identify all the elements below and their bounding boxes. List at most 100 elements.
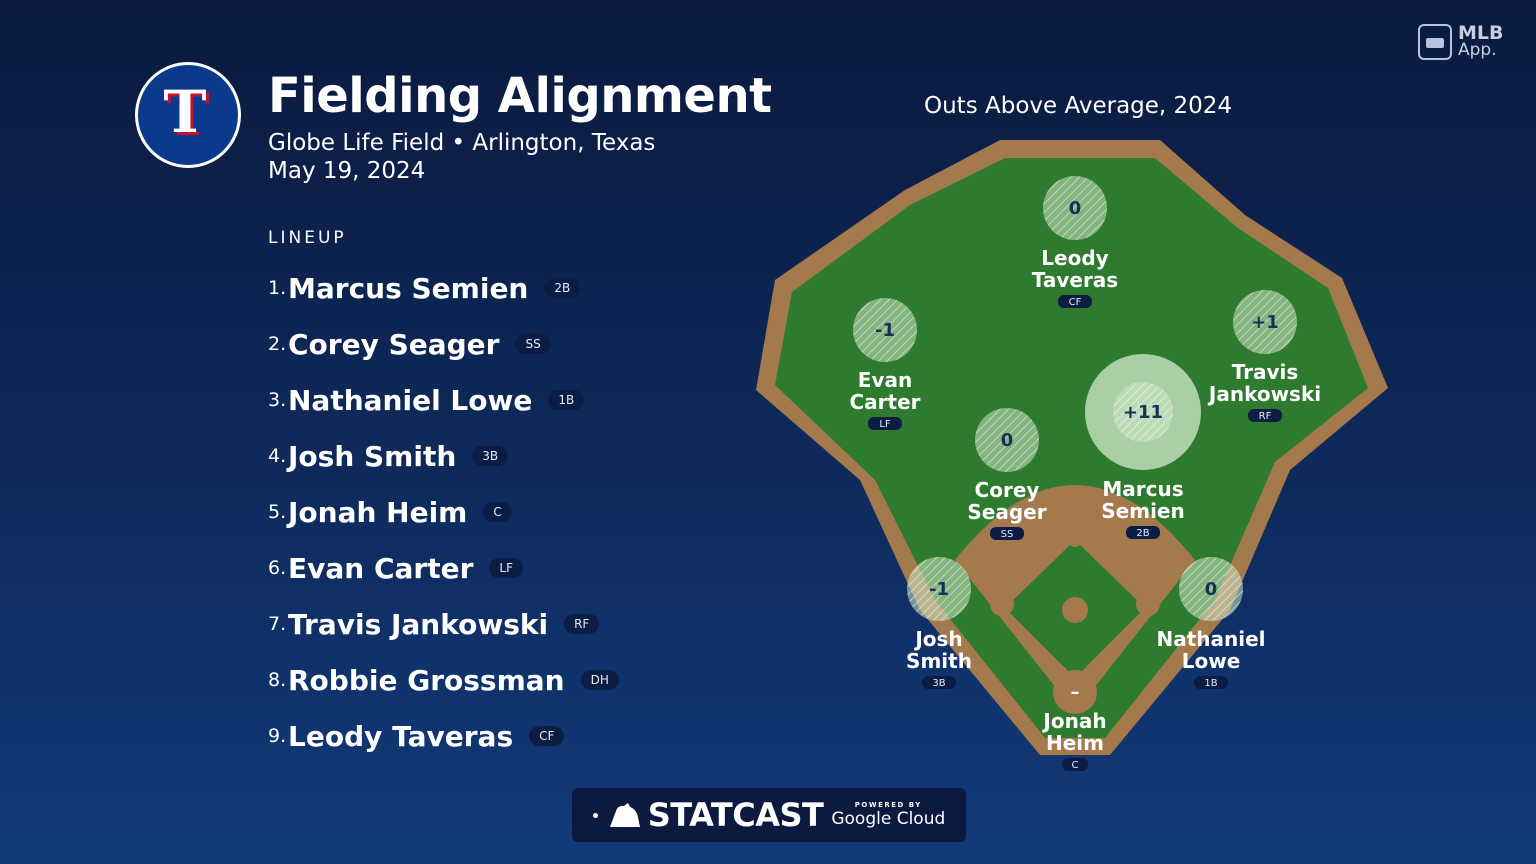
lineup-number: 7. [268, 613, 287, 635]
fielder-position-label: LF [879, 419, 891, 430]
player-name: Nathaniel Lowe [288, 383, 533, 417]
oaa-value: 0 [1205, 579, 1218, 600]
oaa-circle [907, 557, 971, 621]
player-name: Marcus Semien [288, 271, 529, 305]
lineup-item: 9. Leody Taveras CF [268, 708, 619, 764]
player-name: Travis Jankowski [288, 607, 549, 641]
fielder-position-badge [922, 676, 956, 689]
first-base-cutout [1136, 592, 1160, 616]
fielder-last-name: Seager [967, 500, 1046, 524]
player-name: Evan Carter [288, 551, 474, 585]
fielder-first-name: Jonah [1041, 709, 1106, 733]
fielder-first-name: Travis [1232, 360, 1299, 384]
team-logo: T T [135, 62, 241, 168]
fielder-position-label: CF [1069, 297, 1082, 308]
statcast-dot [592, 812, 598, 818]
position-badge: LF [489, 558, 523, 578]
lineup-item: 8. Robbie Grossman DH [268, 652, 619, 708]
fielder-last-name: Jankowski [1207, 382, 1321, 406]
mlb-app-line1: MLB [1458, 22, 1504, 44]
fielder-position-label: SS [1001, 529, 1014, 540]
oaa-circle [853, 298, 917, 362]
fielder-position-badge [1248, 409, 1282, 422]
lineup-number: 9. [268, 725, 287, 747]
mlb-app-logo: MLB App. [1418, 24, 1504, 60]
oaa-value: 0 [1069, 198, 1082, 219]
lineup-number: 3. [268, 389, 287, 411]
fielder-last-name: Carter [849, 390, 920, 414]
position-badge: DH [580, 670, 619, 690]
lineup-item: 5. Jonah Heim C [268, 484, 619, 540]
field-chart-title: Outs Above Average, 2024 [924, 93, 1233, 119]
fielder-position-label: RF [1259, 411, 1272, 422]
fielder-position-badge [1126, 526, 1160, 539]
lineup-item: 6. Evan Carter LF [268, 540, 619, 596]
statcast-banner: STATCAST POWERED BY Google Cloud [572, 788, 966, 842]
fielder-position-badge [1194, 676, 1228, 689]
lineup-number: 1. [268, 277, 287, 299]
lineup-number: 2. [268, 333, 287, 355]
player-name: Leody Taveras [288, 719, 514, 753]
fielder-first-name: Nathaniel [1156, 627, 1265, 651]
google-cloud-label: Google Cloud [831, 809, 946, 829]
oaa-value: – [1071, 682, 1080, 703]
venue-subtitle: Globe Life Field • Arlington, Texas [268, 130, 656, 156]
lineup-item: 4. Josh Smith 3B [268, 428, 619, 484]
third-base-cutout [990, 592, 1014, 616]
second-base [1068, 533, 1082, 547]
lineup-number: 8. [268, 669, 287, 691]
oaa-value: -1 [875, 320, 895, 341]
oaa-value: -1 [929, 579, 949, 600]
mlb-batter-icon [609, 803, 640, 827]
player-name: Josh Smith [288, 439, 457, 473]
position-badge: SS [515, 334, 551, 354]
lineup-item: 2. Corey Seager SS [268, 316, 619, 372]
oaa-value: 0 [1001, 430, 1014, 451]
fielder-first-name: Josh [913, 627, 962, 651]
oaa-circle [1179, 557, 1243, 621]
mlb-app-line2: App. [1458, 40, 1497, 60]
position-badge: 3B [472, 446, 509, 466]
fielder-position-badge [1058, 295, 1092, 308]
oaa-circle [975, 408, 1039, 472]
oaa-inner-circle [1113, 382, 1173, 442]
outfield-grass [775, 158, 1368, 738]
fielder-last-name: Lowe [1182, 649, 1241, 673]
player-name: Corey Seager [288, 327, 500, 361]
fielder-last-name: Heim [1046, 731, 1104, 755]
lineup-number: 6. [268, 557, 287, 579]
player-name: Jonah Heim [288, 495, 468, 529]
lineup-item: 7. Travis Jankowski RF [268, 596, 619, 652]
fielder-position-label: 3B [932, 678, 945, 689]
fielder-first-name: Evan [858, 368, 912, 392]
lineup-heading: LINEUP [268, 228, 347, 248]
player-name: Robbie Grossman [288, 663, 565, 697]
home-plate-area [1053, 670, 1097, 714]
oaa-value: +11 [1123, 402, 1163, 423]
position-badge: RF [564, 614, 600, 634]
lineup-item: 1. Marcus Semien 2B [268, 260, 619, 316]
lineup-item: 3. Nathaniel Lowe 1B [268, 372, 619, 428]
statcast-wordmark: STATCAST [647, 796, 824, 834]
position-badge: CF [529, 726, 565, 746]
baseball-field-diagram: 0 Leody Taveras CF -1 Evan Carter LF +1 Travis Jan… [740, 130, 1400, 790]
oaa-circle [1043, 176, 1107, 240]
fielder-first-name: Marcus [1102, 477, 1183, 501]
page-title: Fielding Alignment [268, 68, 772, 124]
fielder-position-badge [990, 527, 1024, 540]
mlb-app-icon [1418, 24, 1452, 60]
position-badge: 2B [544, 278, 581, 298]
fielder-position-label: C [1072, 760, 1079, 771]
fielder-position-label: 2B [1136, 528, 1149, 539]
fielder-position-badge [868, 417, 902, 430]
oaa-value: +1 [1251, 312, 1279, 333]
team-logo-letter-shadow: T [166, 81, 209, 149]
